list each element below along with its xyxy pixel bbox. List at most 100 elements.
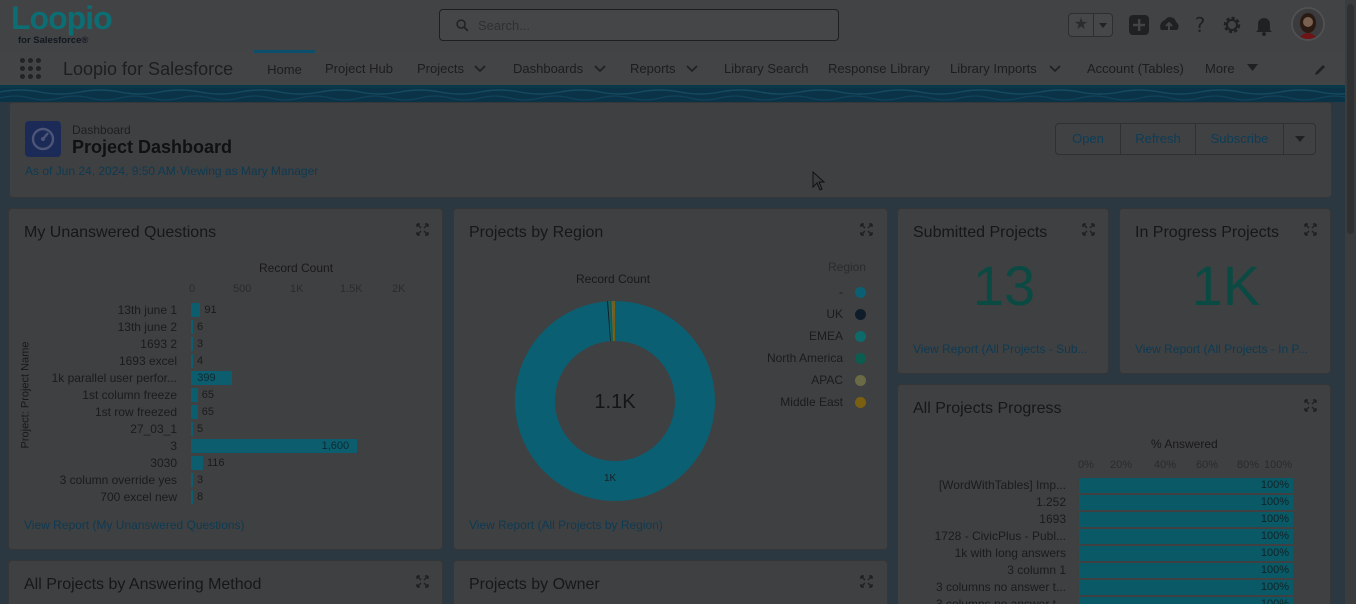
progress-bar-mark[interactable]: [1079, 478, 1293, 493]
loopio-logo[interactable]: Loopio for Salesforce®: [11, 0, 113, 48]
donut-slice[interactable]: [515, 301, 715, 501]
reports-chevron-down-icon[interactable]: [686, 65, 698, 73]
bar-mark[interactable]: [191, 320, 193, 334]
bar-mark[interactable]: [191, 371, 233, 385]
expand-icon[interactable]: [416, 575, 429, 588]
nav-tab-label: Library Imports: [950, 61, 1037, 76]
progress-bar-mark[interactable]: [1079, 546, 1293, 561]
legend-entry-label: APAC: [811, 373, 843, 387]
page-scrollbar-thumb[interactable]: [1347, 4, 1354, 234]
expand-icon[interactable]: [860, 575, 873, 588]
expand-icon[interactable]: [1304, 399, 1317, 412]
donut-slice[interactable]: [612, 301, 615, 342]
bar-category-label: 3030: [150, 456, 177, 470]
bar-category-label: 1693 2: [140, 337, 177, 351]
progress-bar-mark[interactable]: [1079, 580, 1293, 595]
view-report-link[interactable]: View Report (All Projects by Region): [469, 518, 663, 532]
more-caret-down-icon[interactable]: [1247, 64, 1258, 71]
nav-tab-dashboards[interactable]: Dashboards: [513, 50, 583, 88]
nav-more-menu[interactable]: More: [1205, 50, 1235, 88]
nav-tab-response-library[interactable]: Response Library: [828, 50, 930, 88]
bar-value-label: 399: [197, 372, 216, 384]
bar-category-label: 13th june 2: [117, 320, 177, 334]
legend-swatch: [855, 309, 866, 320]
bar-value-label: 4: [197, 355, 204, 367]
edit-nav-pencil-icon[interactable]: [1313, 63, 1327, 77]
trailhead-guidance-icon[interactable]: [1157, 13, 1181, 37]
bar-mark[interactable]: [191, 303, 201, 317]
dashboards-chevron-down-icon[interactable]: [594, 65, 606, 73]
dashboard-kicker: Dashboard: [72, 123, 131, 137]
nav-tab-home[interactable]: Home: [254, 50, 315, 88]
bar-mark[interactable]: [191, 354, 193, 368]
nav-tab-label: More: [1205, 61, 1235, 76]
app-launcher-icon[interactable]: [20, 58, 42, 80]
logo-subtitle: for Salesforce®: [18, 35, 89, 46]
expand-icon[interactable]: [1082, 223, 1095, 236]
help-icon[interactable]: ?: [1188, 13, 1212, 37]
bar-mark[interactable]: [191, 337, 193, 351]
expand-icon[interactable]: [860, 223, 873, 236]
progress-bar-mark[interactable]: [1079, 597, 1293, 604]
expand-icon[interactable]: [1304, 223, 1317, 236]
bar-value-label: 1,600: [321, 440, 350, 452]
bar-mark[interactable]: [191, 490, 193, 504]
nav-tab-library-imports[interactable]: Library Imports: [950, 50, 1037, 88]
bar-mark[interactable]: [191, 422, 193, 436]
more-actions-button[interactable]: [1283, 123, 1316, 155]
nav-tab-projects[interactable]: Projects: [417, 50, 464, 88]
bar-mark[interactable]: [191, 473, 193, 487]
open-button[interactable]: Open: [1055, 123, 1121, 155]
expand-icon[interactable]: [416, 223, 429, 236]
dashboard-as-of-viewing-as: As of Jun 24, 2024, 9:50 AM·Viewing as M…: [25, 164, 319, 178]
bar-category-label: 1k parallel user perfor...: [51, 371, 177, 385]
progress-row-label: 3 columns no answer t...: [935, 580, 1066, 594]
nav-tab-reports[interactable]: Reports: [630, 50, 676, 88]
progress-value-label: 100%: [1260, 564, 1289, 576]
favorites-dropdown-button[interactable]: [1094, 13, 1113, 37]
avatar-portrait-icon: [1293, 9, 1323, 39]
bar-mark[interactable]: [191, 439, 357, 453]
progress-bar-mark[interactable]: [1079, 495, 1293, 510]
x-tick: 0%: [1078, 459, 1094, 471]
donut-slice[interactable]: [608, 301, 612, 342]
nav-tab-library-search[interactable]: Library Search: [724, 50, 809, 88]
nav-tab-account-tables[interactable]: Account (Tables): [1087, 50, 1184, 88]
progress-value-label: 100%: [1260, 598, 1289, 604]
setup-gear-icon[interactable]: [1220, 13, 1244, 37]
donut-slice[interactable]: [611, 301, 614, 342]
global-search-input[interactable]: Search...: [439, 9, 839, 41]
view-report-link[interactable]: View Report (All Projects - Sub...: [913, 342, 1088, 356]
page-scrollbar[interactable]: [1345, 0, 1356, 604]
donut-slice[interactable]: [609, 301, 613, 342]
progress-bar-mark[interactable]: [1079, 529, 1293, 544]
progress-row-label: 1693: [1039, 512, 1066, 526]
subscribe-button[interactable]: Subscribe: [1195, 123, 1284, 155]
x-tick: 100%: [1264, 459, 1293, 471]
bar-category-label: 13th june 1: [117, 303, 177, 317]
progress-row-label: 1728 - CivicPlus - Publ...: [934, 529, 1066, 543]
bar-category-label: 1st column freeze: [82, 388, 177, 402]
global-actions-icon[interactable]: [1127, 13, 1151, 37]
logo-wordmark: Loopio: [11, 0, 113, 36]
bar-category-label: 27_03_1: [130, 422, 177, 436]
donut-slice[interactable]: [607, 301, 611, 342]
library-imports-chevron-down-icon[interactable]: [1049, 65, 1061, 73]
projects-chevron-down-icon[interactable]: [474, 65, 486, 73]
progress-bar-mark[interactable]: [1079, 512, 1293, 527]
nav-tab-project-hub[interactable]: Project Hub: [325, 50, 393, 88]
favorites-control[interactable]: ★: [1068, 13, 1113, 37]
bar-mark[interactable]: [191, 388, 198, 402]
favorite-star-icon[interactable]: ★: [1068, 13, 1094, 37]
view-report-link[interactable]: View Report (All Projects - In P...: [1135, 342, 1308, 356]
refresh-button[interactable]: Refresh: [1120, 123, 1196, 155]
card-my-unanswered-questions: My Unanswered Questions Record Count 0 5…: [8, 208, 443, 550]
bar-mark[interactable]: [191, 405, 198, 419]
bar-mark[interactable]: [191, 456, 203, 470]
bar-category-label: 3 column override yes: [59, 473, 177, 487]
user-avatar[interactable]: [1291, 7, 1325, 41]
x-tick: 20%: [1110, 459, 1133, 471]
progress-bar-mark[interactable]: [1079, 563, 1293, 578]
view-report-link[interactable]: View Report (My Unanswered Questions): [24, 518, 245, 532]
notifications-bell-icon[interactable]: [1252, 13, 1276, 37]
